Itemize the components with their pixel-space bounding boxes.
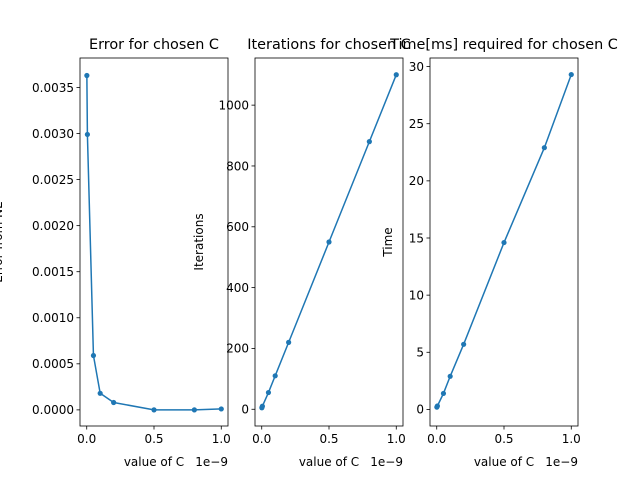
data-point (393, 72, 399, 78)
data-point (272, 373, 278, 379)
x-tick-label: 1.0 (212, 432, 231, 446)
data-point (84, 72, 90, 79)
y-tick-label: 0.0010 (32, 311, 74, 325)
y-tick-label: 1000 (218, 98, 249, 112)
data-point (286, 339, 292, 345)
data-point (501, 239, 507, 246)
data-point (84, 131, 90, 138)
x-offset-label: 1e−9 (370, 455, 403, 469)
y-axis-label: Time (381, 227, 395, 257)
data-point (90, 352, 97, 359)
y-tick-label: 0.0030 (32, 127, 74, 141)
x-tick-label: 0.0 (252, 432, 271, 446)
data-point (265, 389, 272, 396)
data-point (434, 403, 440, 409)
subplot-title: Iterations for chosen C (247, 37, 410, 53)
x-axis-label: value of C (474, 455, 534, 469)
x-tick-label: 0.5 (144, 432, 163, 446)
data-point (111, 399, 117, 406)
data-point (366, 139, 372, 145)
x-offset-label: 1e−9 (545, 455, 578, 469)
data-point (541, 145, 547, 151)
x-tick-label: 1.0 (387, 432, 406, 446)
x-tick-label: 0.0 (427, 432, 446, 446)
y-tick-label: 25 (409, 117, 424, 131)
data-point (461, 341, 467, 347)
y-tick-label: 0.0000 (32, 403, 74, 417)
data-point (259, 403, 265, 409)
y-tick-label: 400 (226, 281, 249, 295)
y-tick-label: 800 (226, 159, 249, 173)
y-tick-label: 0.0025 (32, 173, 74, 187)
y-tick-label: 0.0005 (32, 357, 74, 371)
x-offset-label: 1e−9 (195, 455, 228, 469)
y-tick-label: 10 (409, 288, 424, 302)
y-axis-label: Error from NE (0, 201, 5, 282)
subplot-2: 0.0 0.5 1.0 0 200 400 600 800 1000 Iterations for… (192, 37, 411, 469)
data-point (447, 373, 453, 379)
y-tick-label: 0.0015 (32, 265, 74, 279)
subplot-1: 0.0 0.5 1.0 0.0000 0.0005 0.0010 0.0015 0.0020 0… (0, 37, 231, 469)
y-tick-label: 30 (409, 60, 424, 74)
data-point (151, 407, 157, 413)
y-tick-label: 0.0035 (32, 81, 74, 95)
series-line (86, 74, 223, 411)
x-tick-label: 0.5 (494, 432, 513, 446)
subplot-title: Error for chosen C (89, 37, 219, 53)
data-point (326, 239, 332, 245)
data-point (97, 390, 103, 396)
y-tick-label: 15 (409, 231, 424, 245)
x-tick-label: 1.0 (562, 432, 581, 446)
y-tick-label: 0.0020 (32, 219, 74, 233)
y-tick-label: 5 (416, 346, 424, 360)
data-point (218, 406, 224, 412)
subplot-3: 0.0 0.5 1.0 0 5 10 15 20 25 30 Time[ms] required f… (381, 37, 618, 469)
y-axis-label: Iterations (192, 213, 206, 270)
y-tick-label: 0 (241, 403, 249, 417)
y-tick-label: 600 (226, 220, 249, 234)
y-tick-label: 200 (226, 342, 249, 356)
y-tick-label: 0 (416, 403, 424, 417)
x-axis-label: value of C (299, 455, 359, 469)
x-tick-label: 0.0 (77, 432, 96, 446)
y-tick-label: 20 (409, 174, 424, 188)
data-point (568, 71, 574, 78)
subplot-title: Time[ms] required for chosen C (389, 37, 618, 53)
data-point (191, 407, 197, 413)
data-point (440, 390, 447, 397)
x-axis-label: value of C (124, 455, 184, 469)
x-tick-label: 0.5 (319, 432, 338, 446)
